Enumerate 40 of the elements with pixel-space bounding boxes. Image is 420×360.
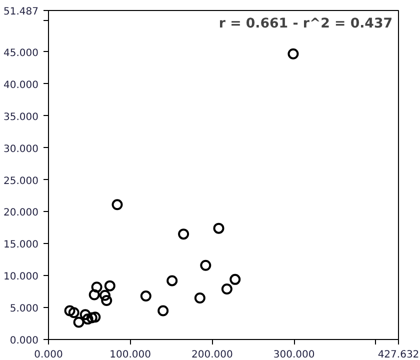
point <box>166 275 178 286</box>
point <box>91 282 102 293</box>
point <box>140 290 152 302</box>
point <box>288 48 299 60</box>
point <box>68 307 80 318</box>
y-tick-label: 25.000 <box>4 176 39 187</box>
y-tick-label: 40.000 <box>4 80 39 91</box>
point <box>200 260 212 271</box>
x-tick-label: 300.000 <box>273 350 315 360</box>
point <box>213 222 224 234</box>
y-tick-label: 5.000 <box>10 304 39 315</box>
annotation: r = 0.661 - r^2 = 0.437 <box>218 16 393 32</box>
y-tick-label: 20.000 <box>4 208 39 219</box>
point <box>80 309 91 320</box>
y-tick-label: 0.000 <box>10 336 39 346</box>
y-tick-label: 35.000 <box>4 112 39 123</box>
point <box>73 316 84 328</box>
point <box>230 274 241 285</box>
point <box>64 305 76 316</box>
point <box>158 305 169 316</box>
y-tick-label: 51.487 <box>4 6 39 18</box>
point <box>99 290 110 301</box>
point <box>178 228 190 240</box>
y-tick-label: 45.000 <box>4 48 39 59</box>
point <box>88 289 100 300</box>
y-tick-label: 15.000 <box>4 240 39 251</box>
x-tick-label: 200.000 <box>192 350 233 360</box>
x-tick-label: 100.000 <box>110 350 152 360</box>
x-tick-label: 427.632 <box>378 350 420 360</box>
point <box>90 312 101 323</box>
point <box>104 280 116 292</box>
x-tick-label: 0.000 <box>34 350 63 360</box>
point <box>82 314 94 325</box>
point <box>221 284 232 295</box>
y-tick-label: 30.000 <box>4 144 39 155</box>
point <box>112 199 123 210</box>
point <box>101 295 112 306</box>
point <box>194 292 206 304</box>
point <box>86 312 98 324</box>
y-tick-label: 10.000 <box>4 272 39 283</box>
